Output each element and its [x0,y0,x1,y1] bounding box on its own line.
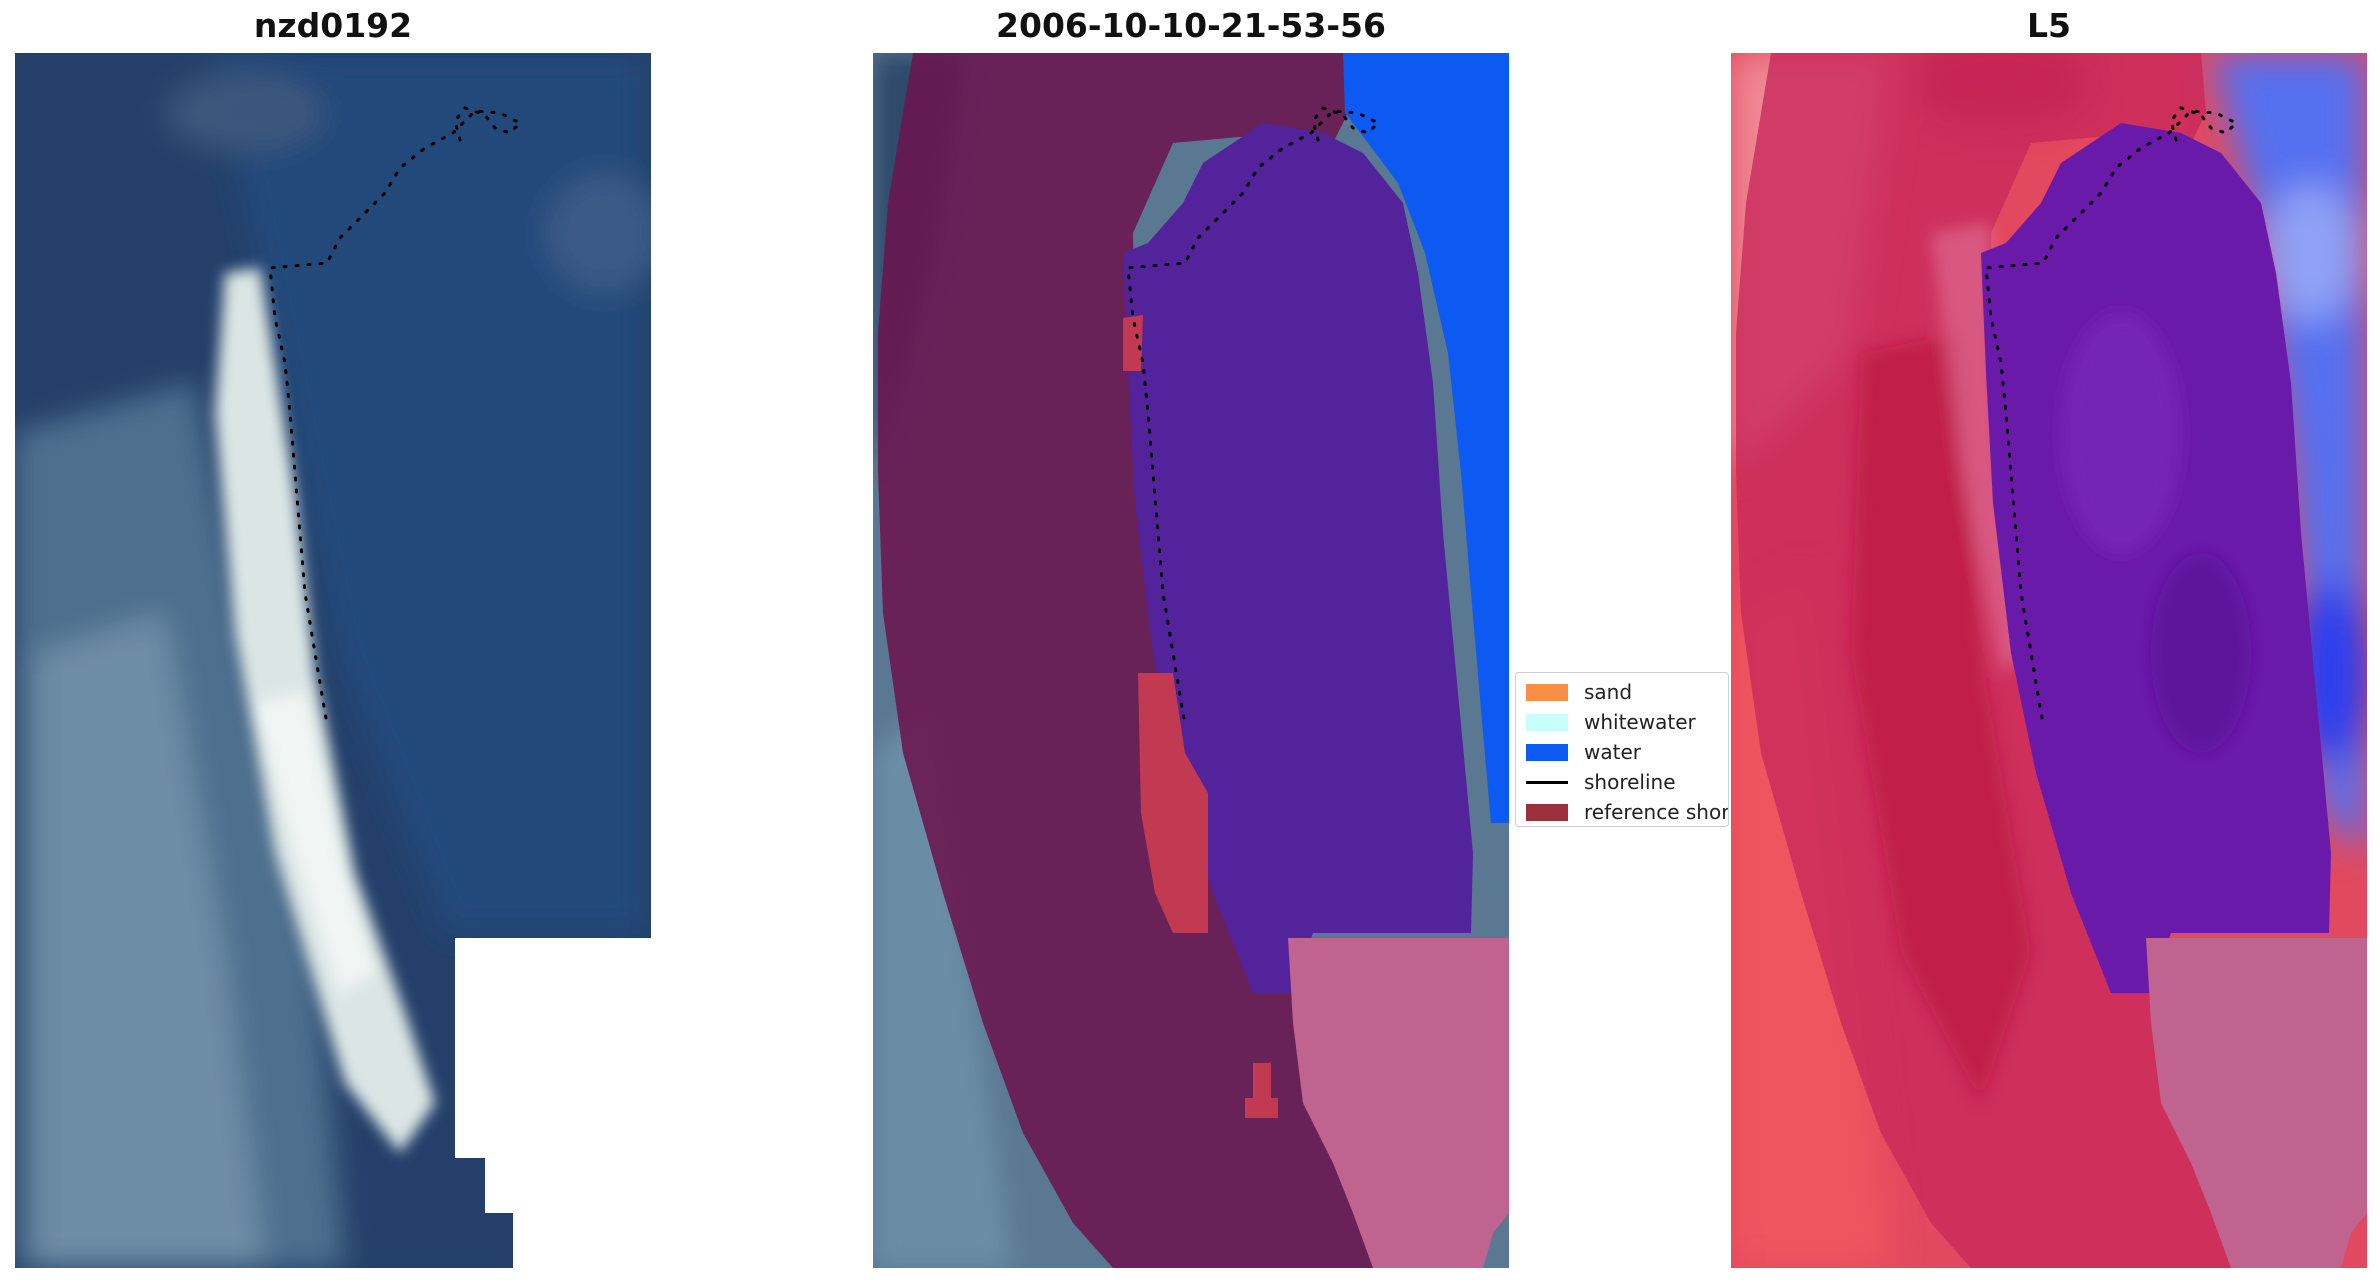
legend-item-sand: sand [1526,680,1632,704]
index-masked-area [2146,938,2367,1268]
masked-area [1288,938,1509,1268]
legend-label: reference shoreline [1584,800,1729,824]
no-data-area [455,938,651,1268]
reference-shoreline-patch-3 [1245,1063,1278,1118]
water-swatch [1526,743,1568,761]
sand-swatch [1526,683,1568,701]
index-lagoon-region [1981,123,2331,993]
reference-shoreline-swatch [1526,803,1568,821]
shoreline-line-swatch [1526,780,1568,784]
index-image [1731,53,2367,1268]
legend: sand whitewater water shoreline referenc… [1515,672,1729,827]
legend-label: whitewater [1584,710,1696,734]
classified-image [873,53,1509,1268]
reference-shoreline-patch-2 [1138,673,1208,933]
panel-title-classified: 2006-10-10-21-53-56 [996,6,1386,45]
whitewater-swatch [1526,713,1568,731]
rgb-satellite-image [15,53,651,1268]
panel-title-rgb: nzd0192 [253,6,413,45]
legend-label: sand [1584,680,1633,704]
legend-label: water [1584,740,1641,764]
classified-water [1343,53,1509,823]
reference-shoreline-patch-1 [1123,315,1143,371]
panel-title-index: L5 [2027,6,2071,45]
legend-item-water: water [1526,740,1641,764]
legend-label: shoreline [1584,770,1676,794]
legend-item-shoreline: shoreline [1526,770,1676,794]
legend-item-reference-shoreline: reference shoreline [1526,800,1729,824]
legend-item-whitewater: whitewater [1526,710,1696,734]
lagoon-region [1123,123,1473,993]
